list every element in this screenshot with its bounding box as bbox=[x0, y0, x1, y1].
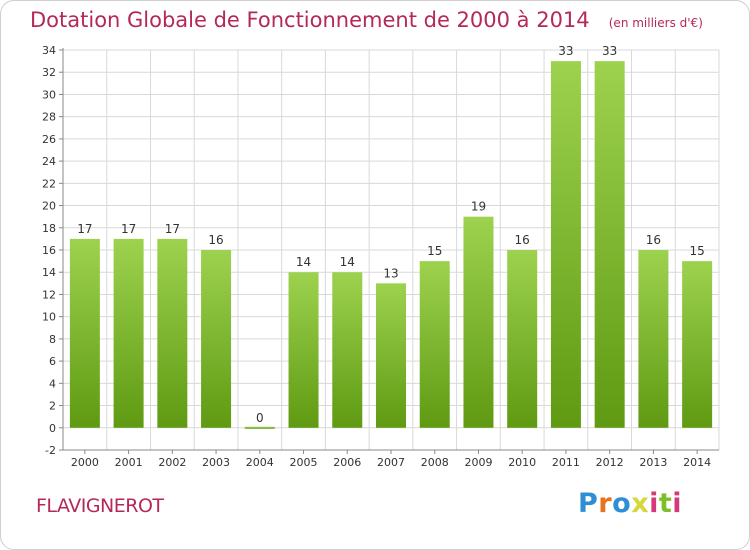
y-tick-label: 18 bbox=[42, 222, 56, 235]
value-label-2008: 15 bbox=[427, 244, 442, 258]
bar-2012 bbox=[594, 61, 625, 428]
x-tick-label-2004: 2004 bbox=[246, 456, 274, 469]
y-tick-label: 24 bbox=[42, 155, 56, 168]
chart-title: Dotation Globale de Fonctionnement de 20… bbox=[30, 8, 590, 32]
y-tick-label: 8 bbox=[49, 333, 56, 346]
value-label-2012: 33 bbox=[602, 44, 617, 58]
y-tick-label: 30 bbox=[42, 88, 56, 101]
y-tick-label: 22 bbox=[42, 177, 56, 190]
x-tick-label-2007: 2007 bbox=[377, 456, 405, 469]
value-label-2011: 33 bbox=[558, 44, 573, 58]
value-label-2010: 16 bbox=[515, 233, 530, 247]
value-label-2005: 14 bbox=[296, 255, 311, 269]
commune-name: FLAVIGNEROT bbox=[36, 495, 164, 517]
x-tick-label-2009: 2009 bbox=[464, 456, 492, 469]
y-tick-label: 14 bbox=[42, 266, 56, 279]
bar-2013 bbox=[638, 250, 669, 428]
bar-2001 bbox=[113, 238, 144, 428]
x-tick-label-2003: 2003 bbox=[202, 456, 230, 469]
x-tick-label-2013: 2013 bbox=[639, 456, 667, 469]
y-tick-label: 16 bbox=[42, 244, 56, 257]
x-tick-label-2014: 2014 bbox=[683, 456, 711, 469]
x-tick-label-2001: 2001 bbox=[115, 456, 143, 469]
y-tick-label: 2 bbox=[49, 400, 56, 413]
bar-2010 bbox=[507, 250, 538, 428]
bar-2014 bbox=[682, 261, 713, 428]
value-label-2013: 16 bbox=[646, 233, 661, 247]
value-label-2009: 19 bbox=[471, 200, 486, 214]
bar-2003 bbox=[201, 250, 232, 428]
x-tick-label-2002: 2002 bbox=[158, 456, 186, 469]
y-tick-label: -2 bbox=[45, 444, 56, 457]
x-tick-label-2010: 2010 bbox=[508, 456, 536, 469]
y-tick-label: 28 bbox=[42, 111, 56, 124]
proxiti-logo: Proxiti bbox=[578, 488, 683, 519]
bar-2005 bbox=[288, 272, 319, 428]
value-label-2001: 17 bbox=[121, 222, 136, 236]
value-label-2003: 16 bbox=[208, 233, 223, 247]
value-label-2004: 0 bbox=[256, 411, 264, 425]
value-label-2006: 14 bbox=[340, 255, 355, 269]
value-label-2000: 17 bbox=[77, 222, 92, 236]
y-tick-label: 20 bbox=[42, 200, 56, 213]
bar-2011 bbox=[550, 61, 581, 428]
value-label-2014: 15 bbox=[689, 244, 704, 258]
x-tick-label-2000: 2000 bbox=[71, 456, 99, 469]
y-tick-label: 26 bbox=[42, 133, 56, 146]
y-tick-label: 34 bbox=[42, 44, 56, 57]
bar-2000 bbox=[69, 238, 100, 428]
value-label-2007: 13 bbox=[383, 266, 398, 280]
bar-2004 bbox=[244, 426, 275, 429]
chart-subtitle: (en milliers d'€) bbox=[608, 16, 703, 30]
x-tick-label-2011: 2011 bbox=[552, 456, 580, 469]
bar-2009 bbox=[463, 216, 494, 428]
y-tick-label: 0 bbox=[49, 422, 56, 435]
y-tick-label: 12 bbox=[42, 288, 56, 301]
bar-2002 bbox=[157, 238, 188, 428]
y-tick-label: 32 bbox=[42, 66, 56, 79]
x-tick-label-2006: 2006 bbox=[333, 456, 361, 469]
x-tick-label-2008: 2008 bbox=[421, 456, 449, 469]
y-tick-label: 6 bbox=[49, 355, 56, 368]
title-row: Dotation Globale de Fonctionnement de 20… bbox=[30, 8, 703, 32]
bar-2006 bbox=[332, 272, 363, 428]
y-tick-label: 10 bbox=[42, 311, 56, 324]
bar-2007 bbox=[376, 283, 406, 428]
value-label-2002: 17 bbox=[165, 222, 180, 236]
x-tick-label-2005: 2005 bbox=[290, 456, 318, 469]
x-tick-label-2012: 2012 bbox=[596, 456, 624, 469]
y-tick-label: 4 bbox=[49, 377, 56, 390]
bar-2008 bbox=[419, 261, 450, 428]
